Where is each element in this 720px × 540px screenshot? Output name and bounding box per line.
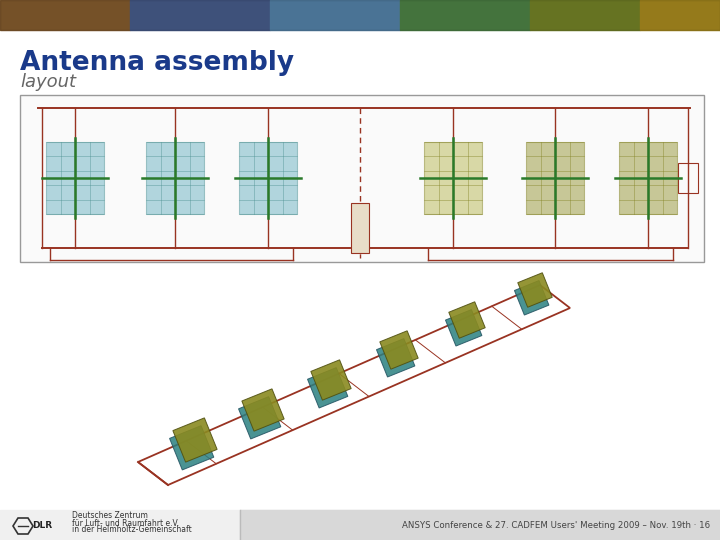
Bar — [530, 0, 640, 30]
Text: Antenna assembly: Antenna assembly — [20, 50, 294, 76]
Bar — [640, 0, 720, 30]
Bar — [146, 142, 204, 214]
Text: in der Helmholtz-Gemeinschaft: in der Helmholtz-Gemeinschaft — [72, 525, 192, 535]
Bar — [130, 0, 270, 30]
Polygon shape — [449, 302, 485, 338]
Bar — [46, 142, 104, 214]
Polygon shape — [377, 339, 415, 377]
Polygon shape — [173, 418, 217, 462]
Text: für Luft- und Raumfahrt e.V.: für Luft- und Raumfahrt e.V. — [72, 518, 179, 528]
Bar — [400, 0, 530, 30]
Bar — [240, 510, 720, 540]
Bar — [0, 510, 720, 540]
Polygon shape — [169, 426, 214, 470]
Bar — [526, 142, 584, 214]
Polygon shape — [307, 368, 348, 408]
Bar — [0, 0, 130, 30]
Bar — [239, 142, 297, 214]
Bar — [20, 95, 704, 262]
Text: ANSYS Conference & 27. CADFEM Users' Meeting 2009 – Nov. 19th · 16: ANSYS Conference & 27. CADFEM Users' Mee… — [402, 522, 710, 530]
Bar — [0, 0, 720, 30]
Bar — [424, 142, 482, 214]
Text: layout: layout — [20, 73, 76, 91]
Polygon shape — [242, 389, 284, 431]
Polygon shape — [518, 273, 552, 307]
Polygon shape — [514, 281, 549, 315]
Polygon shape — [238, 397, 281, 439]
Bar — [351, 203, 369, 253]
Text: DLR: DLR — [32, 522, 52, 530]
Polygon shape — [311, 360, 351, 400]
Polygon shape — [446, 309, 482, 346]
Polygon shape — [379, 331, 418, 369]
Bar — [678, 163, 698, 193]
Bar — [619, 142, 677, 214]
Bar — [270, 0, 400, 30]
Text: Deutsches Zentrum: Deutsches Zentrum — [72, 511, 148, 521]
